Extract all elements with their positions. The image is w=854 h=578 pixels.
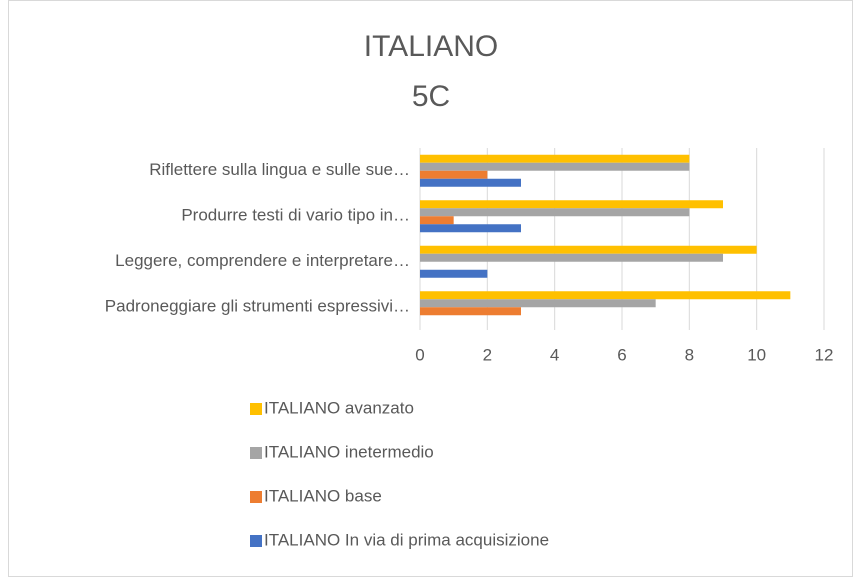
x-tick-label: 8 bbox=[685, 345, 694, 364]
y-tick-label: Leggere, comprendere e interpretare… bbox=[115, 251, 410, 270]
x-tick-label: 2 bbox=[483, 345, 492, 364]
y-tick-label: Produrre testi di vario tipo in… bbox=[181, 206, 410, 225]
legend-swatch bbox=[250, 447, 262, 459]
legend-label: ITALIANO avanzato bbox=[264, 398, 414, 417]
chart-title: ITALIANO bbox=[364, 30, 498, 63]
x-tick-label: 12 bbox=[815, 345, 834, 364]
legend-label: ITALIANO In via di prima acquisizione bbox=[264, 530, 549, 549]
legend-label: ITALIANO base bbox=[264, 486, 382, 505]
y-tick-label: Riflettere sulla lingua e sulle sue… bbox=[149, 160, 410, 179]
bar bbox=[420, 299, 656, 308]
x-tick-label: 6 bbox=[617, 345, 626, 364]
bar bbox=[420, 208, 690, 217]
bar bbox=[420, 291, 791, 300]
bar bbox=[420, 170, 488, 179]
legend-label: ITALIANO inetermedio bbox=[264, 442, 434, 461]
chart-title: 5C bbox=[412, 80, 450, 113]
bar bbox=[420, 200, 723, 209]
bar bbox=[420, 224, 521, 233]
bar bbox=[420, 154, 690, 163]
x-tick-label: 0 bbox=[415, 345, 424, 364]
y-tick-label: Padroneggiare gli strumenti espressivi… bbox=[105, 297, 410, 316]
bar bbox=[420, 269, 488, 278]
bar bbox=[420, 245, 757, 254]
legend-swatch bbox=[250, 491, 262, 503]
chart-border bbox=[8, 0, 853, 577]
bar bbox=[420, 178, 521, 187]
bar bbox=[420, 253, 723, 262]
bar bbox=[420, 307, 521, 316]
legend-swatch bbox=[250, 535, 262, 547]
legend-swatch bbox=[250, 403, 262, 415]
bar bbox=[420, 216, 454, 225]
x-tick-label: 4 bbox=[550, 345, 559, 364]
bar bbox=[420, 162, 690, 171]
x-tick-label: 10 bbox=[747, 345, 766, 364]
